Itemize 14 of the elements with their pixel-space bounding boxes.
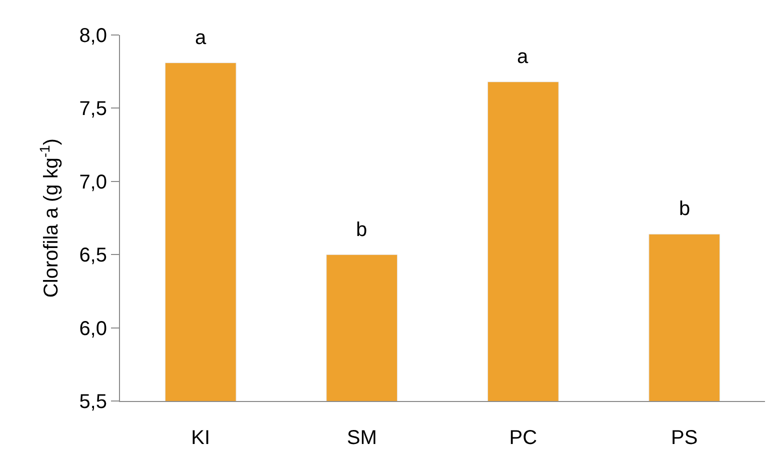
- y-tick-label: 5,5: [79, 391, 107, 413]
- y-tick-label: 6,5: [79, 244, 107, 267]
- x-tick-label: KI: [191, 427, 210, 449]
- y-tick-label: 7,0: [79, 171, 107, 194]
- y-tick-label: 8,0: [79, 25, 107, 47]
- y-tick-label: 7,5: [79, 98, 107, 120]
- x-tick-label: PC: [509, 427, 538, 449]
- annotation: b: [356, 219, 368, 241]
- y-tick-label: 6,0: [79, 318, 107, 340]
- annotation: a: [517, 46, 529, 68]
- annotation: a: [195, 27, 207, 49]
- x-tick-label: PS: [671, 427, 698, 449]
- annotation: b: [679, 198, 690, 220]
- x-tick-label: SM: [346, 427, 377, 449]
